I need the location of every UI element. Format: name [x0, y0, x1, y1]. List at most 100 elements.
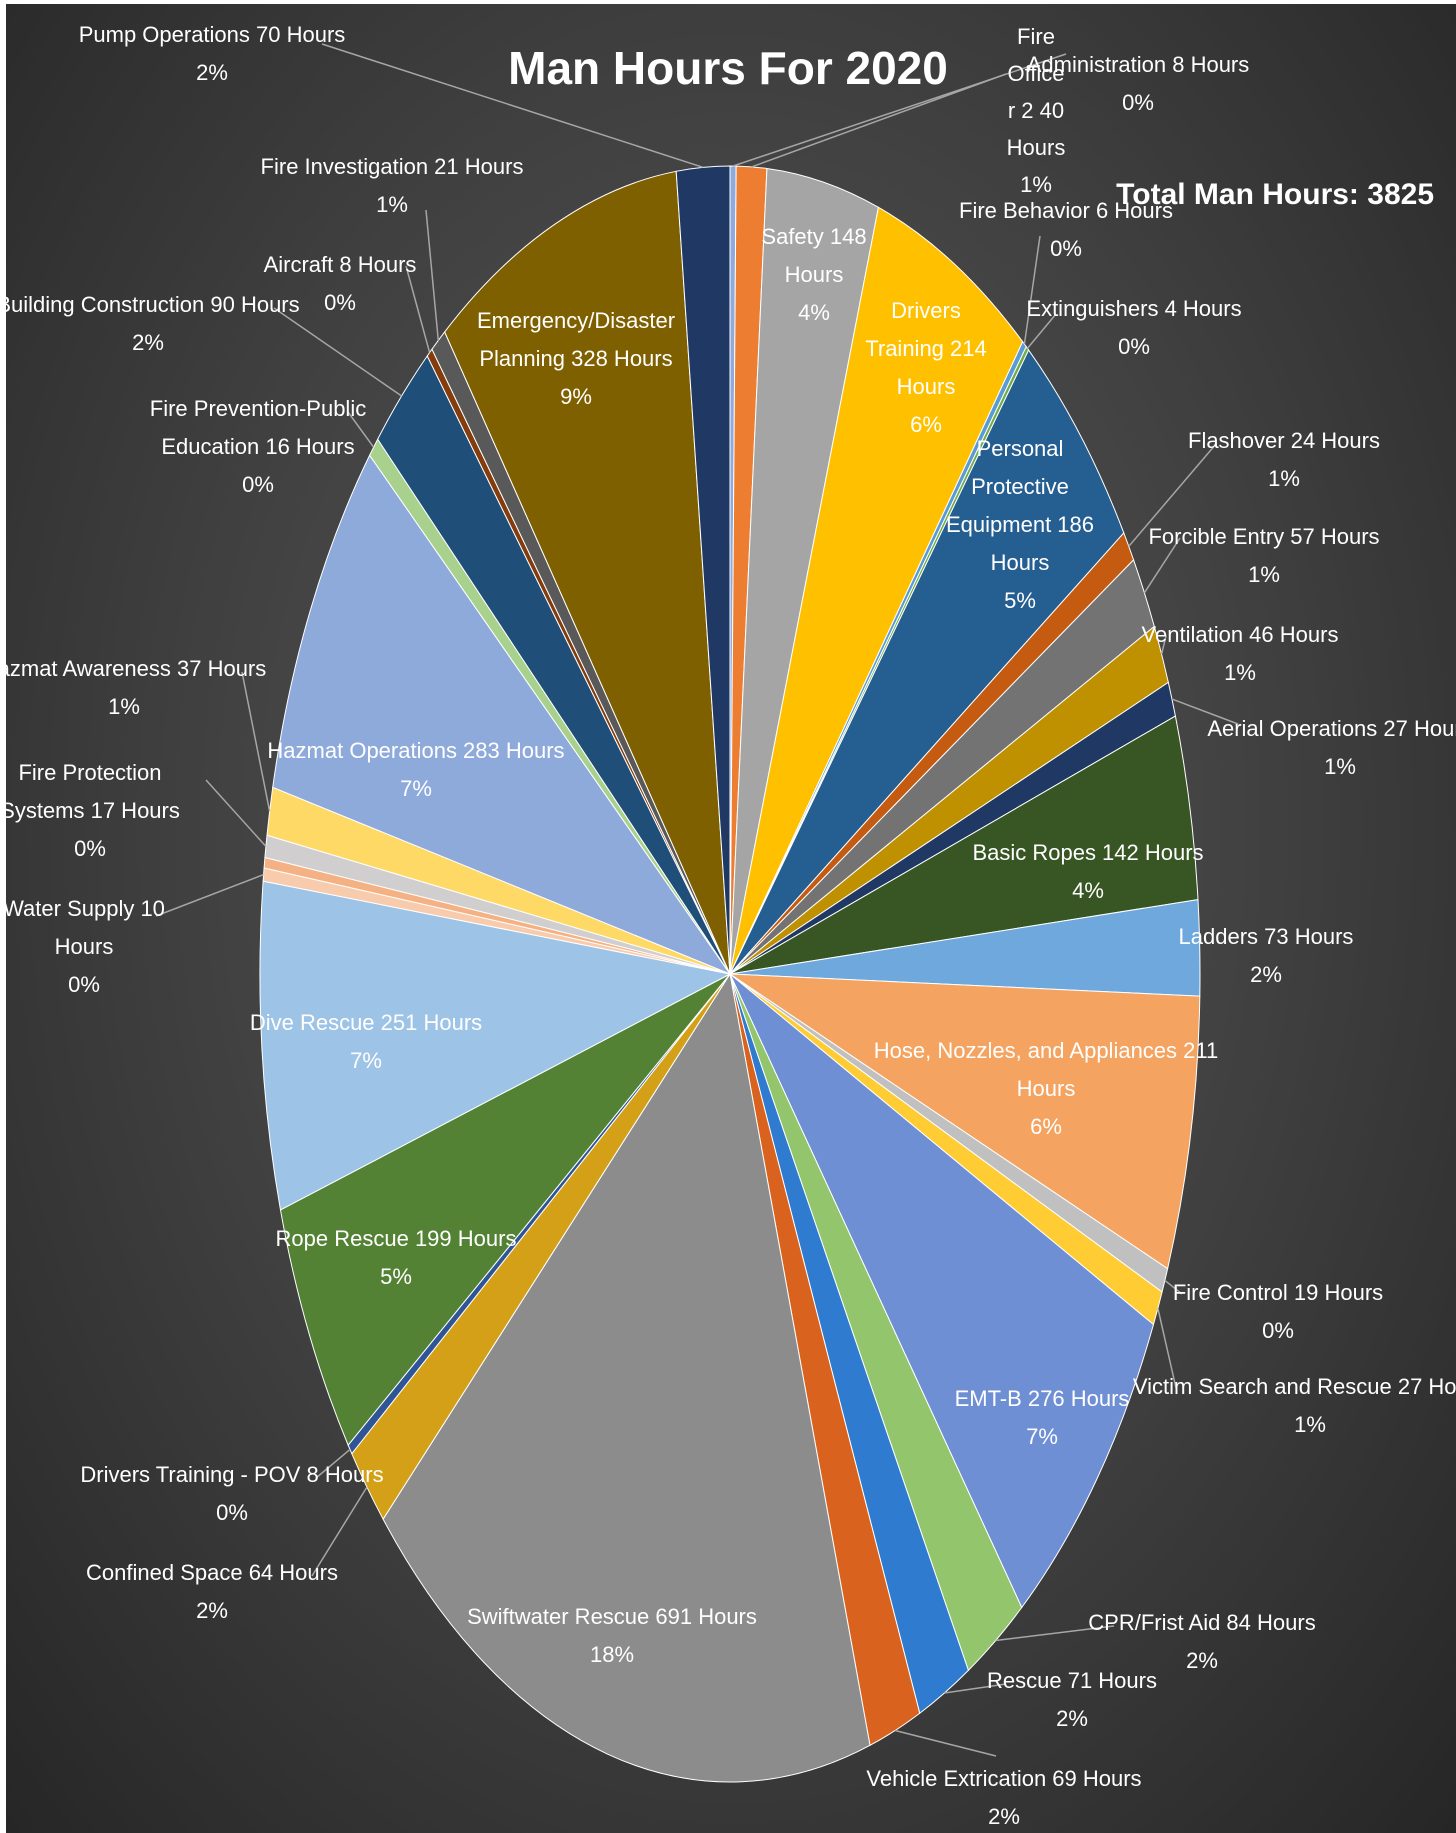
slice-label-line: Hours [1017, 1076, 1076, 1101]
slice-label-line: Hazmat Awareness 37 Hours [6, 656, 266, 681]
slice-label-line: Hours [55, 934, 114, 959]
pie-slices [259, 165, 1201, 1783]
slice-label-line: Dive Rescue 251 Hours [250, 1010, 482, 1035]
slice-label-pump-operations: Pump Operations 70 Hours 2% [79, 22, 346, 85]
slice-label-line: r 2 40 [1008, 98, 1064, 123]
slice-label-personal-protective-equipment: Personal Protective Equipment 186 Hours 5% [946, 436, 1094, 613]
slice-label-emt-b: EMT-B 276 Hours 7% [955, 1386, 1130, 1449]
slice-label-line: Ventilation 46 Hours [1142, 622, 1339, 647]
leader-line-pump-operations [321, 43, 704, 169]
slice-label-line: 0% [242, 472, 274, 497]
leader-line-confined-space [311, 1486, 368, 1577]
slice-label-hazmat-awareness: Hazmat Awareness 37 Hours 1% [6, 656, 266, 719]
slice-label-flashover: Flashover 24 Hours 1% [1188, 428, 1380, 491]
slice-label-line: 0% [1118, 334, 1150, 359]
slice-label-line: 2% [1250, 962, 1282, 987]
slice-label-line: Planning 328 Hours [479, 346, 672, 371]
slice-label-line: Fire Prevention-Public [150, 396, 366, 421]
slice-label-line: Basic Ropes 142 Hours [972, 840, 1203, 865]
slice-label-line: Administration 8 Hours [1027, 52, 1250, 77]
slice-label-fire-prevention-public-education: Fire Prevention-Public Education 16 Hours… [150, 396, 366, 497]
slice-label-line: CPR/Frist Aid 84 Hours [1088, 1610, 1315, 1635]
slice-label-line: Hours [897, 374, 956, 399]
slice-label-forcible-entry: Forcible Entry 57 Hours 1% [1148, 524, 1379, 587]
slice-label-line: 4% [798, 300, 830, 325]
slice-label-line: Confined Space 64 Hours [86, 1560, 338, 1585]
slice-label-line: 6% [910, 412, 942, 437]
slice-label-line: 2% [196, 1598, 228, 1623]
slice-label-line: Victim Search and Rescue 27 Hours [1133, 1374, 1456, 1399]
slice-label-line: 18% [590, 1642, 634, 1667]
slice-label-line: 1% [1248, 562, 1280, 587]
slice-label-line: Fire Control 19 Hours [1173, 1280, 1383, 1305]
slice-label-line: Water Supply 10 [6, 896, 165, 921]
slice-label-victim-search-and-rescue: Victim Search and Rescue 27 Hours 1% [1133, 1374, 1456, 1437]
slice-label-line: Personal [977, 436, 1064, 461]
slice-label-line: 2% [132, 330, 164, 355]
slice-label-fire-officer-2: Fire Office r 2 40 Hours 1% [1007, 24, 1066, 197]
slice-label-line: 1% [108, 694, 140, 719]
total-man-hours-annotation: Total Man Hours: 3825 [1116, 178, 1434, 211]
slice-label-aircraft: Aircraft 8 Hours 0% [264, 252, 417, 315]
slice-label-line: Building Construction 90 Hours [6, 292, 300, 317]
slice-label-line: Rescue 71 Hours [987, 1668, 1157, 1693]
slice-label-line: 2% [1186, 1648, 1218, 1673]
slice-label-line: 7% [1026, 1424, 1058, 1449]
leader-line-fire-control [1164, 1279, 1183, 1295]
slice-label-fire-protection-systems: Fire Protection Systems 17 Hours 0% [6, 760, 180, 861]
leader-line-extinguishers [1026, 313, 1057, 349]
slice-label-line: 5% [380, 1264, 412, 1289]
pie-slice-emt-b [729, 973, 1155, 1609]
pie-slice-swiftwater-rescue [382, 972, 871, 1783]
leader-line-administration [732, 53, 1067, 167]
slice-label-line: Forcible Entry 57 Hours [1148, 524, 1379, 549]
leader-lines [155, 43, 1239, 1757]
slice-label-line: Hours [785, 262, 844, 287]
slice-label-line: Fire Investigation 21 Hours [261, 154, 524, 179]
slice-label-line: Hours [1007, 135, 1066, 160]
slice-label-line: Protective [971, 474, 1069, 499]
slice-label-administration: Administration 8 Hours 0% [1027, 52, 1250, 115]
slice-label-line: Office [1007, 61, 1064, 86]
slice-label-hose-nozzles-and-appliances: Hose, Nozzles, and Appliances 211 Hours 6% [874, 1038, 1218, 1139]
slice-label-extinguishers: Extinguishers 4 Hours 0% [1026, 296, 1241, 359]
leader-line-vehicle-extrication [894, 1729, 997, 1757]
slice-label-line: Rope Rescue 199 Hours [276, 1226, 517, 1251]
slice-label-line: 0% [74, 836, 106, 861]
leader-line-fire-protection-systems [205, 779, 267, 847]
slice-label-line: Education 16 Hours [161, 434, 354, 459]
slice-label-line: 1% [376, 192, 408, 217]
slice-label-line: 0% [324, 290, 356, 315]
slice-label-line: 5% [1004, 588, 1036, 613]
slice-label-ladders: Ladders 73 Hours 2% [1179, 924, 1354, 987]
leader-line-cpr-frist-aid [995, 1625, 1115, 1642]
leader-line-fire-officer-2 [751, 73, 1007, 168]
pie-slice-emergency-disaster-planning [444, 170, 731, 975]
slice-label-line: Drivers [891, 298, 961, 323]
pie-slice-pump-operations [675, 165, 731, 975]
pie-slice-rope-rescue [279, 973, 731, 1447]
slice-label-line: 0% [1050, 236, 1082, 261]
slice-label-line: Flashover 24 Hours [1188, 428, 1380, 453]
slice-label-line: 1% [1294, 1412, 1326, 1437]
slice-label-swiftwater-rescue: Swiftwater Rescue 691 Hours 18% [467, 1604, 757, 1667]
leader-line-drivers-training-pov [315, 1448, 351, 1479]
leader-line-aircraft [405, 265, 431, 353]
slice-label-line: Emergency/Disaster [477, 308, 675, 333]
leader-line-victim-search-and-rescue [1157, 1308, 1177, 1389]
slice-label-ventilation: Ventilation 46 Hours 1% [1142, 622, 1339, 685]
pie-slice-hazmat-operations [272, 454, 732, 976]
slice-label-line: Swiftwater Rescue 691 Hours [467, 1604, 757, 1629]
slice-label-aerial-operations: Aerial Operations 27 Hours 1% [1207, 716, 1456, 779]
slice-label-line: Fire Protection [18, 760, 161, 785]
slice-label-line: Equipment 186 [946, 512, 1094, 537]
slice-label-line: 1% [1268, 466, 1300, 491]
slice-label-dive-rescue: Dive Rescue 251 Hours 7% [250, 1010, 482, 1073]
slice-label-cpr-frist-aid: CPR/Frist Aid 84 Hours 2% [1088, 1610, 1315, 1673]
pie-slice-drivers-training [729, 206, 1024, 975]
slice-label-line: Systems 17 Hours [6, 798, 180, 823]
pie-slice-safety [729, 167, 879, 975]
slice-label-line: Hose, Nozzles, and Appliances 211 [874, 1038, 1218, 1063]
slice-label-line: 2% [988, 1804, 1020, 1829]
leader-line-building-construction [273, 307, 403, 397]
